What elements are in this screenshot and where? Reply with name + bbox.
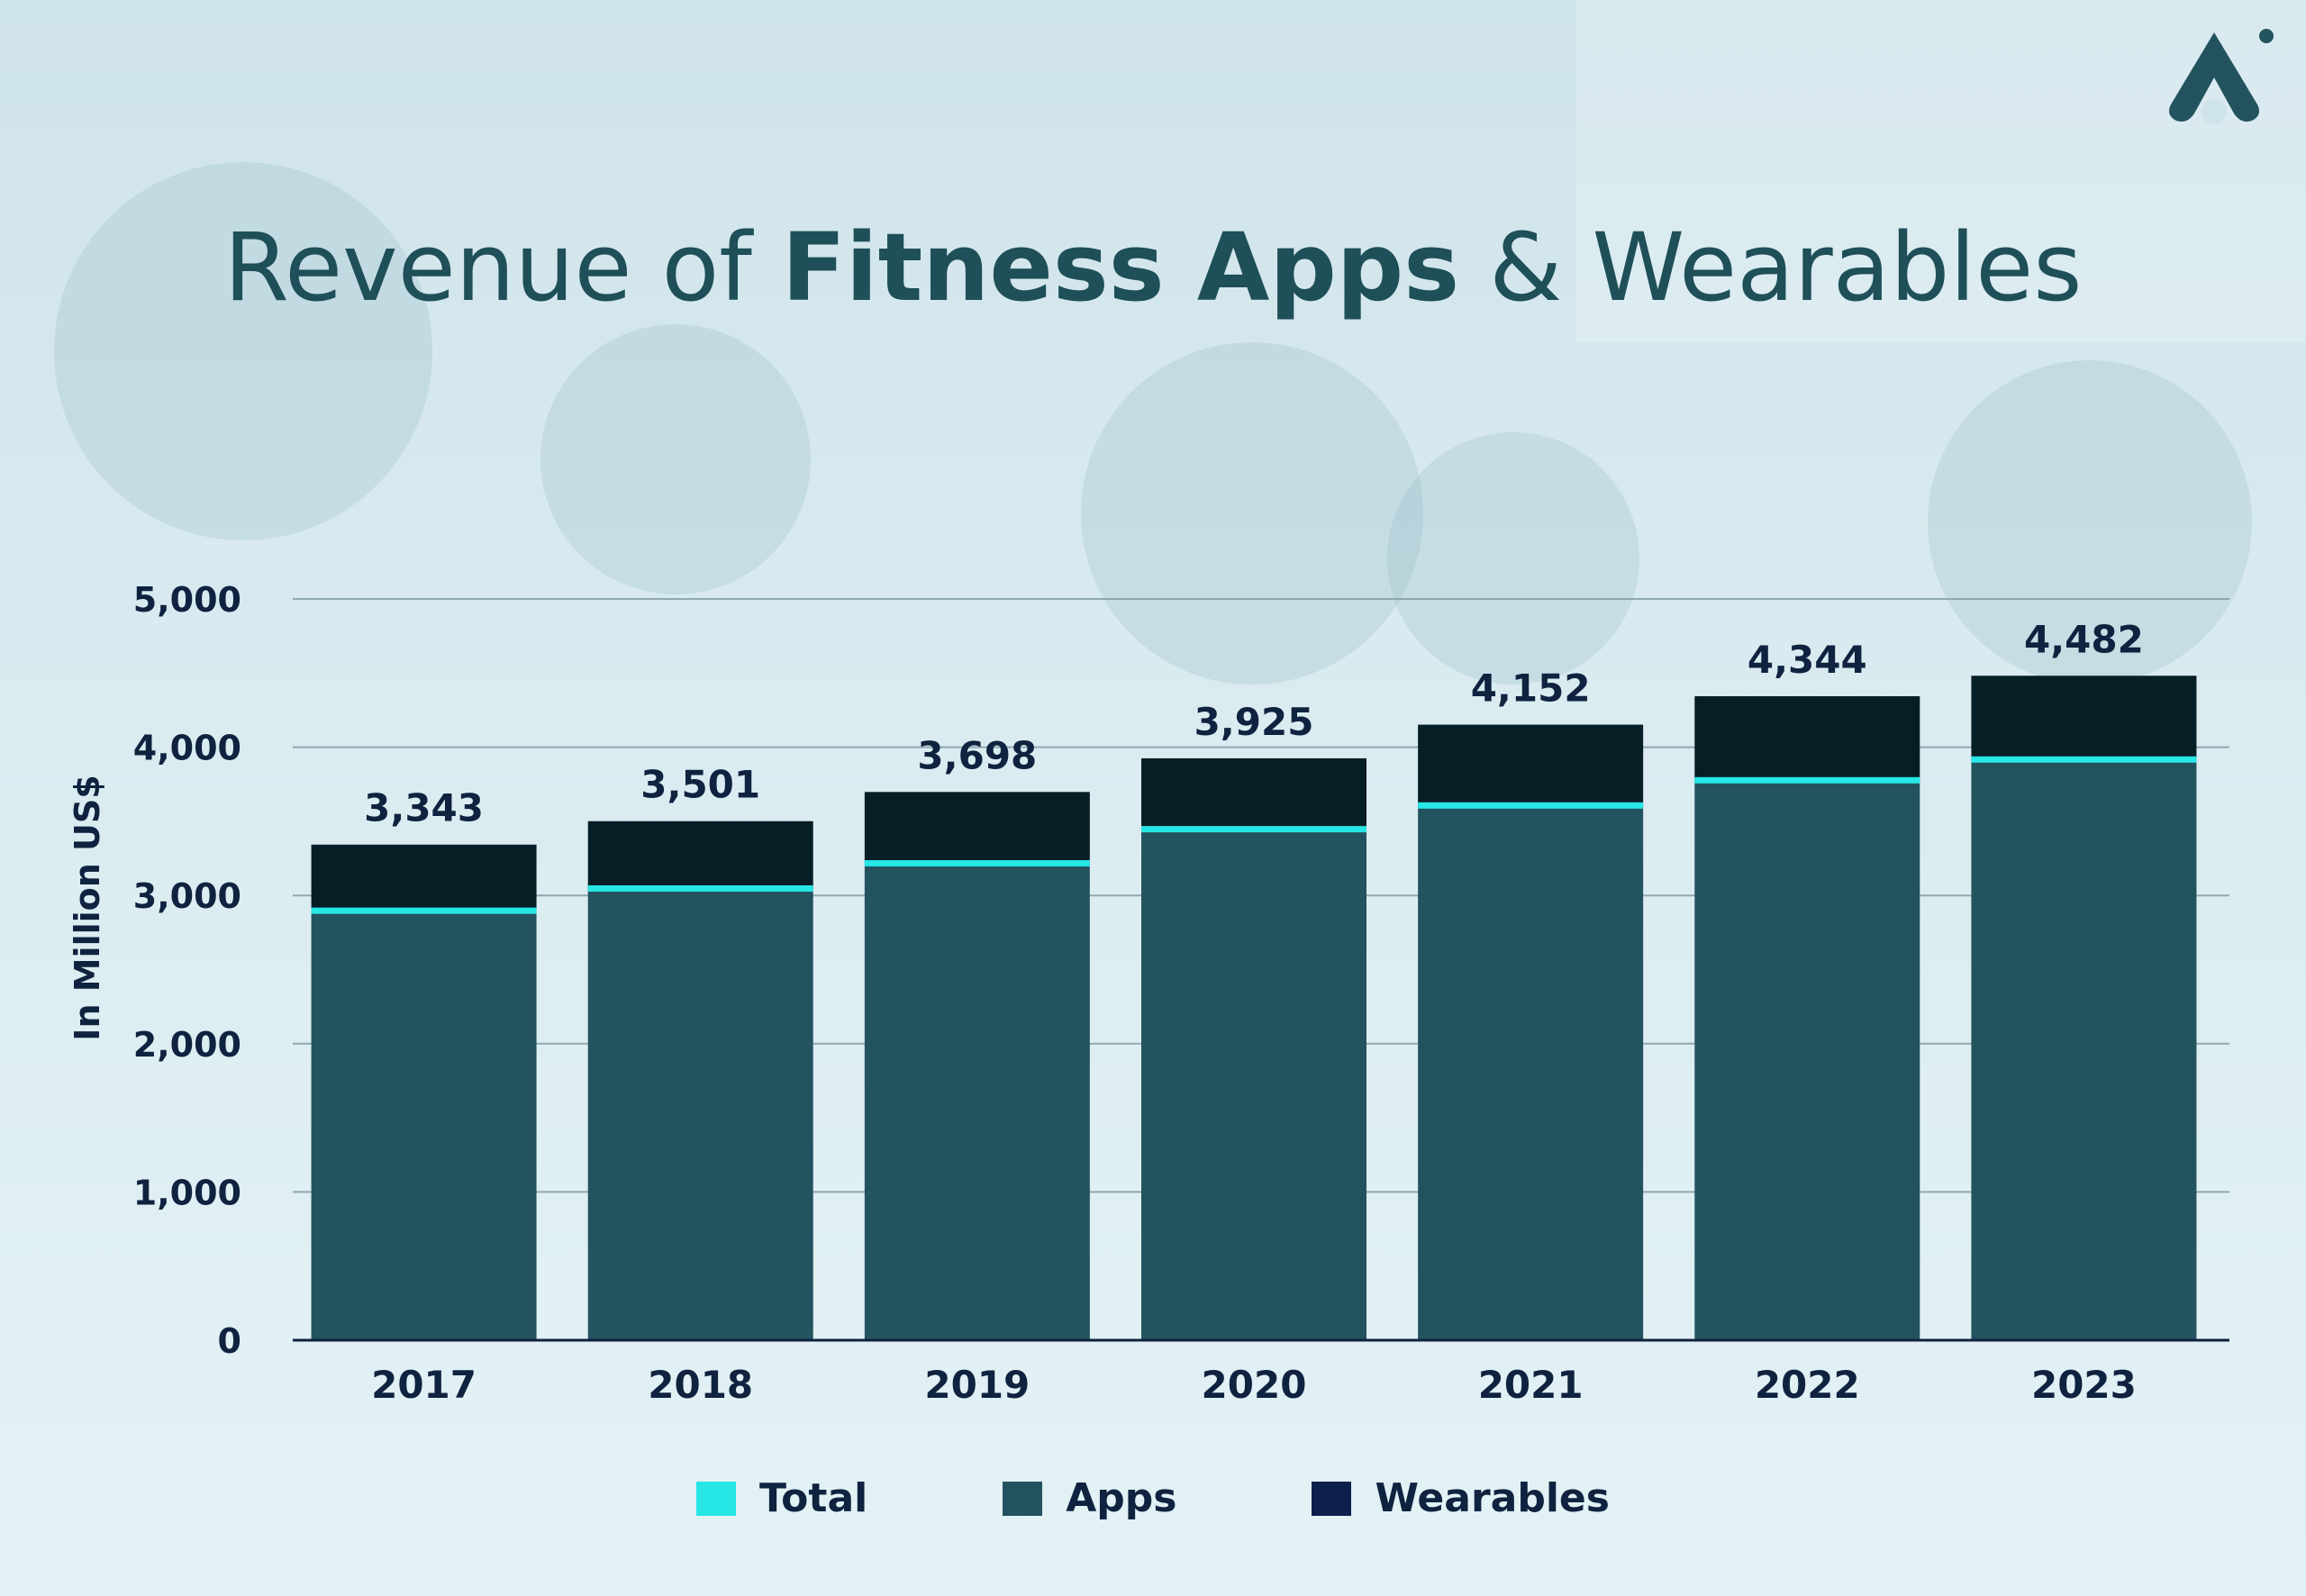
bar-wearables — [311, 844, 537, 911]
bar-apps — [1141, 829, 1366, 1340]
y-axis-title: In Million US$ — [68, 775, 107, 1040]
chart-legend: Total Apps Wearables — [0, 1475, 2306, 1521]
y-tick-label: 5,000 — [133, 580, 241, 620]
brand-logo-icon — [2169, 29, 2274, 124]
legend-swatch-wearables — [1312, 1481, 1352, 1516]
legend-swatch-apps — [1003, 1481, 1043, 1516]
bar-wearables — [1418, 724, 1644, 805]
data-label-total: 3,698 — [917, 733, 1037, 777]
y-tick-label: 2,000 — [133, 1025, 241, 1065]
x-tick-label: 2022 — [1755, 1363, 1860, 1407]
data-label-total: 3,343 — [364, 786, 484, 830]
x-tick-label: 2023 — [2031, 1363, 2137, 1407]
bar-apps — [1418, 804, 1644, 1340]
bar-apps — [1694, 779, 1920, 1340]
bar-apps — [587, 887, 813, 1340]
data-label-total: 4,344 — [1748, 638, 1867, 682]
total-marker — [1418, 802, 1644, 809]
data-label-total: 4,152 — [1471, 667, 1591, 711]
data-label-total: 3,925 — [1194, 700, 1314, 744]
legend-label-wearables: Wearables — [1375, 1475, 1610, 1521]
x-tick-label: 2019 — [924, 1363, 1030, 1407]
x-tick-label: 2021 — [1478, 1363, 1584, 1407]
x-tick-label: 2018 — [648, 1363, 753, 1407]
data-label-total: 4,482 — [2024, 617, 2144, 661]
bar-apps — [1971, 758, 2197, 1340]
bar-apps — [864, 862, 1090, 1340]
total-marker — [864, 859, 1090, 866]
bar-apps — [311, 910, 537, 1340]
chart-title: Revenue of Fitness Apps & Wearables — [0, 216, 2306, 319]
legend-item-wearables: Wearables — [1312, 1475, 1610, 1521]
total-marker — [587, 884, 813, 892]
y-tick-label: 3,000 — [133, 876, 241, 916]
title-part-3: & Wearables — [1459, 213, 2083, 322]
title-part-1: Revenue of — [223, 213, 782, 322]
bar-wearables — [1694, 695, 1920, 780]
x-tick-label: 2017 — [371, 1363, 477, 1407]
total-marker — [1141, 826, 1366, 833]
y-tick-label: 4,000 — [133, 729, 241, 768]
data-label-total: 3,501 — [640, 763, 760, 807]
bar-wearables — [587, 821, 813, 888]
total-marker — [1971, 756, 2197, 763]
legend-item-total: Total — [696, 1475, 867, 1521]
title-part-2: Fitness Apps — [781, 213, 1460, 322]
legend-swatch-total — [696, 1481, 737, 1516]
legend-label-apps: Apps — [1066, 1475, 1177, 1521]
legend-item-apps: Apps — [1003, 1475, 1176, 1521]
total-marker — [1694, 776, 1920, 784]
y-tick-label: 1,000 — [133, 1173, 241, 1212]
bar-wearables — [864, 792, 1090, 863]
bar-wearables — [1141, 757, 1366, 830]
x-tick-label: 2020 — [1202, 1363, 1307, 1407]
y-tick-label: 0 — [218, 1321, 241, 1361]
legend-label-total: Total — [759, 1475, 868, 1521]
bar-wearables — [1971, 676, 2197, 759]
total-marker — [311, 907, 537, 914]
